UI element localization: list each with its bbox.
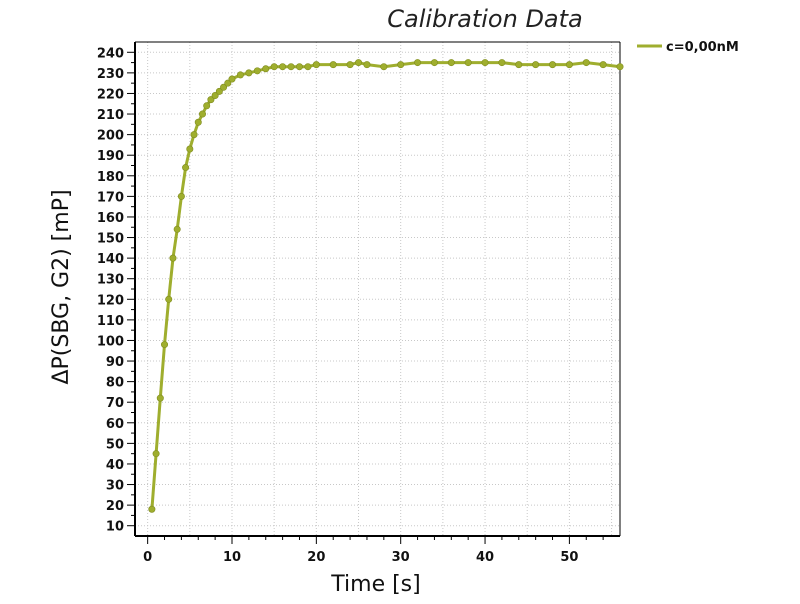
data-point	[312, 61, 320, 69]
y-tick-label: 150	[97, 232, 124, 247]
y-tick-label: 230	[97, 67, 124, 82]
y-tick-label: 110	[97, 314, 124, 329]
y-tick-label: 180	[97, 170, 124, 185]
y-tick-label: 240	[97, 46, 124, 61]
data-point	[279, 63, 287, 71]
data-point	[532, 61, 540, 69]
data-point	[414, 59, 422, 67]
y-tick-label: 100	[97, 334, 124, 349]
y-tick-label: 20	[106, 499, 124, 514]
data-point	[549, 61, 557, 69]
plot-area	[135, 42, 620, 536]
data-point	[186, 145, 194, 153]
data-point	[565, 61, 573, 69]
data-point	[253, 67, 261, 75]
data-point	[262, 65, 270, 73]
data-point	[190, 131, 198, 139]
data-point	[430, 59, 438, 67]
data-point	[161, 341, 169, 349]
data-point	[156, 394, 164, 402]
grid-lines	[135, 42, 620, 536]
y-tick-label: 50	[106, 437, 124, 452]
data-point	[355, 59, 363, 67]
data-point	[220, 83, 228, 91]
y-tick-label: 80	[106, 376, 124, 391]
x-tick-label: 20	[307, 550, 325, 565]
data-point	[173, 225, 181, 233]
x-axis-label: Time [s]	[330, 572, 420, 597]
x-axis-ticks: 0 10 20 30 40 50	[143, 536, 604, 565]
y-tick-label: 120	[97, 293, 124, 308]
data-point	[447, 59, 455, 67]
data-point	[194, 118, 202, 126]
data-point	[165, 295, 173, 303]
data-point	[148, 505, 156, 513]
data-point	[236, 71, 244, 79]
data-point	[270, 63, 278, 71]
data-point	[245, 69, 253, 77]
y-tick-label: 30	[106, 479, 124, 494]
y-tick-label: 160	[97, 211, 124, 226]
data-point	[481, 59, 489, 67]
data-point	[182, 164, 190, 172]
legend: c=0,00nM	[637, 40, 739, 55]
chart-title: Calibration Data	[387, 5, 583, 33]
data-point	[287, 63, 295, 71]
data-point	[599, 61, 607, 69]
y-tick-label: 10	[106, 520, 124, 535]
data-point	[152, 450, 160, 458]
data-point	[397, 61, 405, 69]
data-point	[177, 192, 185, 200]
plot-background	[135, 42, 620, 536]
data-point	[464, 59, 472, 67]
y-tick-label: 170	[97, 190, 124, 205]
data-point	[329, 61, 337, 69]
y-tick-label: 140	[97, 252, 124, 267]
data-series	[148, 59, 624, 513]
y-tick-label: 210	[97, 108, 124, 123]
data-point	[198, 110, 206, 118]
legend-label: c=0,00nM	[666, 40, 739, 55]
y-tick-label: 190	[97, 149, 124, 164]
y-tick-label: 220	[97, 87, 124, 102]
y-axis-label: ΔP(SBG, G2) [mP]	[49, 189, 74, 384]
x-tick-label: 40	[476, 550, 494, 565]
x-tick-label: 30	[392, 550, 410, 565]
data-point	[616, 63, 624, 71]
data-point	[228, 75, 236, 83]
data-point	[582, 59, 590, 67]
data-point	[295, 63, 303, 71]
y-tick-label: 130	[97, 273, 124, 288]
y-tick-label: 90	[106, 355, 124, 370]
data-point	[203, 102, 211, 110]
data-point	[215, 87, 223, 95]
y-tick-label: 40	[106, 458, 124, 473]
x-tick-label: 10	[223, 550, 241, 565]
data-point	[224, 79, 232, 87]
y-tick-label: 200	[97, 129, 124, 144]
x-tick-label: 0	[143, 550, 152, 565]
data-point	[346, 61, 354, 69]
x-tick-label: 50	[560, 550, 578, 565]
data-point	[207, 96, 215, 104]
data-point	[211, 92, 219, 100]
data-point	[498, 59, 506, 67]
y-tick-label: 70	[106, 396, 124, 411]
data-point	[515, 61, 523, 69]
data-point	[304, 63, 312, 71]
y-axis-ticks: 10 20 30 40 50 60 70 80 90 100 110 120 130 140 150 160 1…	[97, 46, 135, 535]
data-point	[363, 61, 371, 69]
y-tick-label: 60	[106, 417, 124, 432]
data-point	[169, 254, 177, 262]
data-point	[380, 63, 388, 71]
